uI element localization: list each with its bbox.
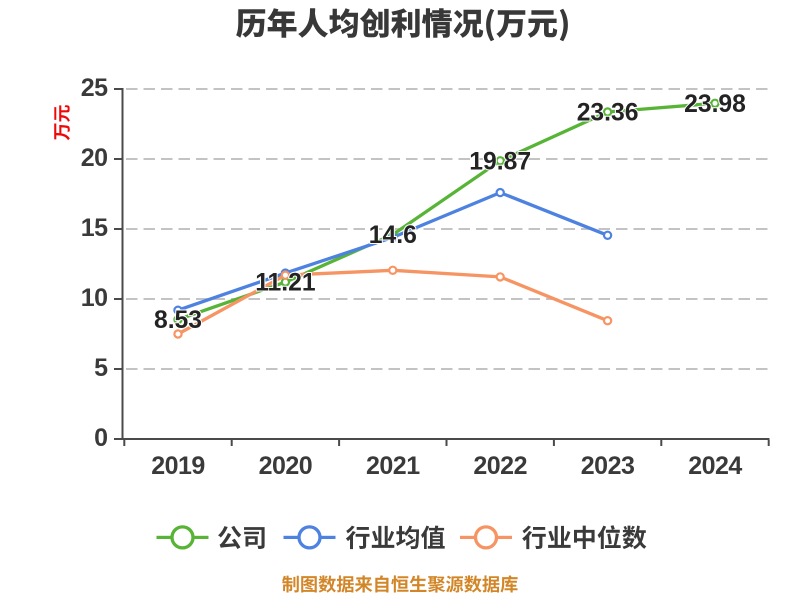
svg-text:15: 15 <box>81 214 108 242</box>
svg-text:19.87: 19.87 <box>469 148 531 175</box>
svg-text:10: 10 <box>81 284 108 312</box>
svg-text:5: 5 <box>94 354 108 382</box>
svg-text:0: 0 <box>94 424 107 452</box>
svg-text:2021: 2021 <box>366 452 420 480</box>
svg-text:2024: 2024 <box>688 452 742 480</box>
svg-text:2023: 2023 <box>581 452 635 480</box>
svg-text:20: 20 <box>81 144 108 172</box>
svg-text:23.36: 23.36 <box>577 100 639 127</box>
svg-text:23.98: 23.98 <box>684 91 746 118</box>
svg-text:8.53: 8.53 <box>154 307 202 334</box>
svg-text:14.6: 14.6 <box>369 222 417 249</box>
svg-text:25: 25 <box>81 74 108 102</box>
svg-text:2022: 2022 <box>473 452 527 480</box>
svg-text:2019: 2019 <box>151 452 205 480</box>
svg-text:11.21: 11.21 <box>255 270 316 297</box>
svg-text:2020: 2020 <box>259 452 313 480</box>
